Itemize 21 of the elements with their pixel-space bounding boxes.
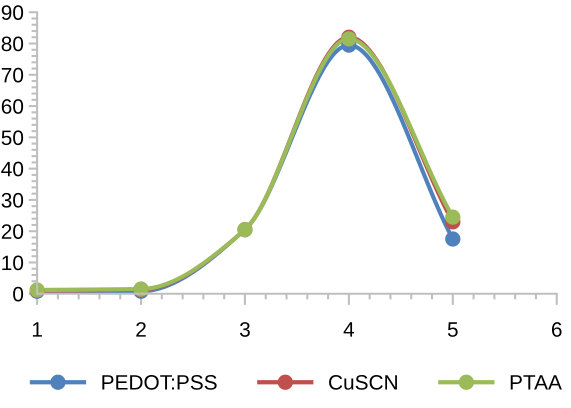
point xyxy=(445,231,460,247)
x-tick-label: 6 xyxy=(552,322,562,337)
point xyxy=(445,209,460,225)
y-tick-label: 30 xyxy=(2,192,24,208)
x-tick-label: 3 xyxy=(240,322,250,337)
legend-label: PTAA xyxy=(510,375,562,390)
y-tick-label: 20 xyxy=(2,224,24,239)
legend-label: PEDOT:PSS xyxy=(102,374,217,390)
y-tick-label: 40 xyxy=(1,162,24,176)
y-tick-label: 90 xyxy=(2,5,24,20)
y-tick-label: 60 xyxy=(2,99,24,114)
y-tick-label: 50 xyxy=(2,130,24,146)
x-tick-label: 1 xyxy=(32,322,42,337)
y-tick-label: 80 xyxy=(2,36,24,52)
legend-label: CuSCN xyxy=(329,374,397,390)
x-tick-label: 4 xyxy=(344,322,354,337)
x-tick-label: 2 xyxy=(136,322,146,337)
y-tick-label: 70 xyxy=(2,68,24,83)
y-tick-label: 0 xyxy=(13,286,24,302)
y-tick-label: 10 xyxy=(2,255,24,270)
x-tick-label: 5 xyxy=(448,322,458,337)
